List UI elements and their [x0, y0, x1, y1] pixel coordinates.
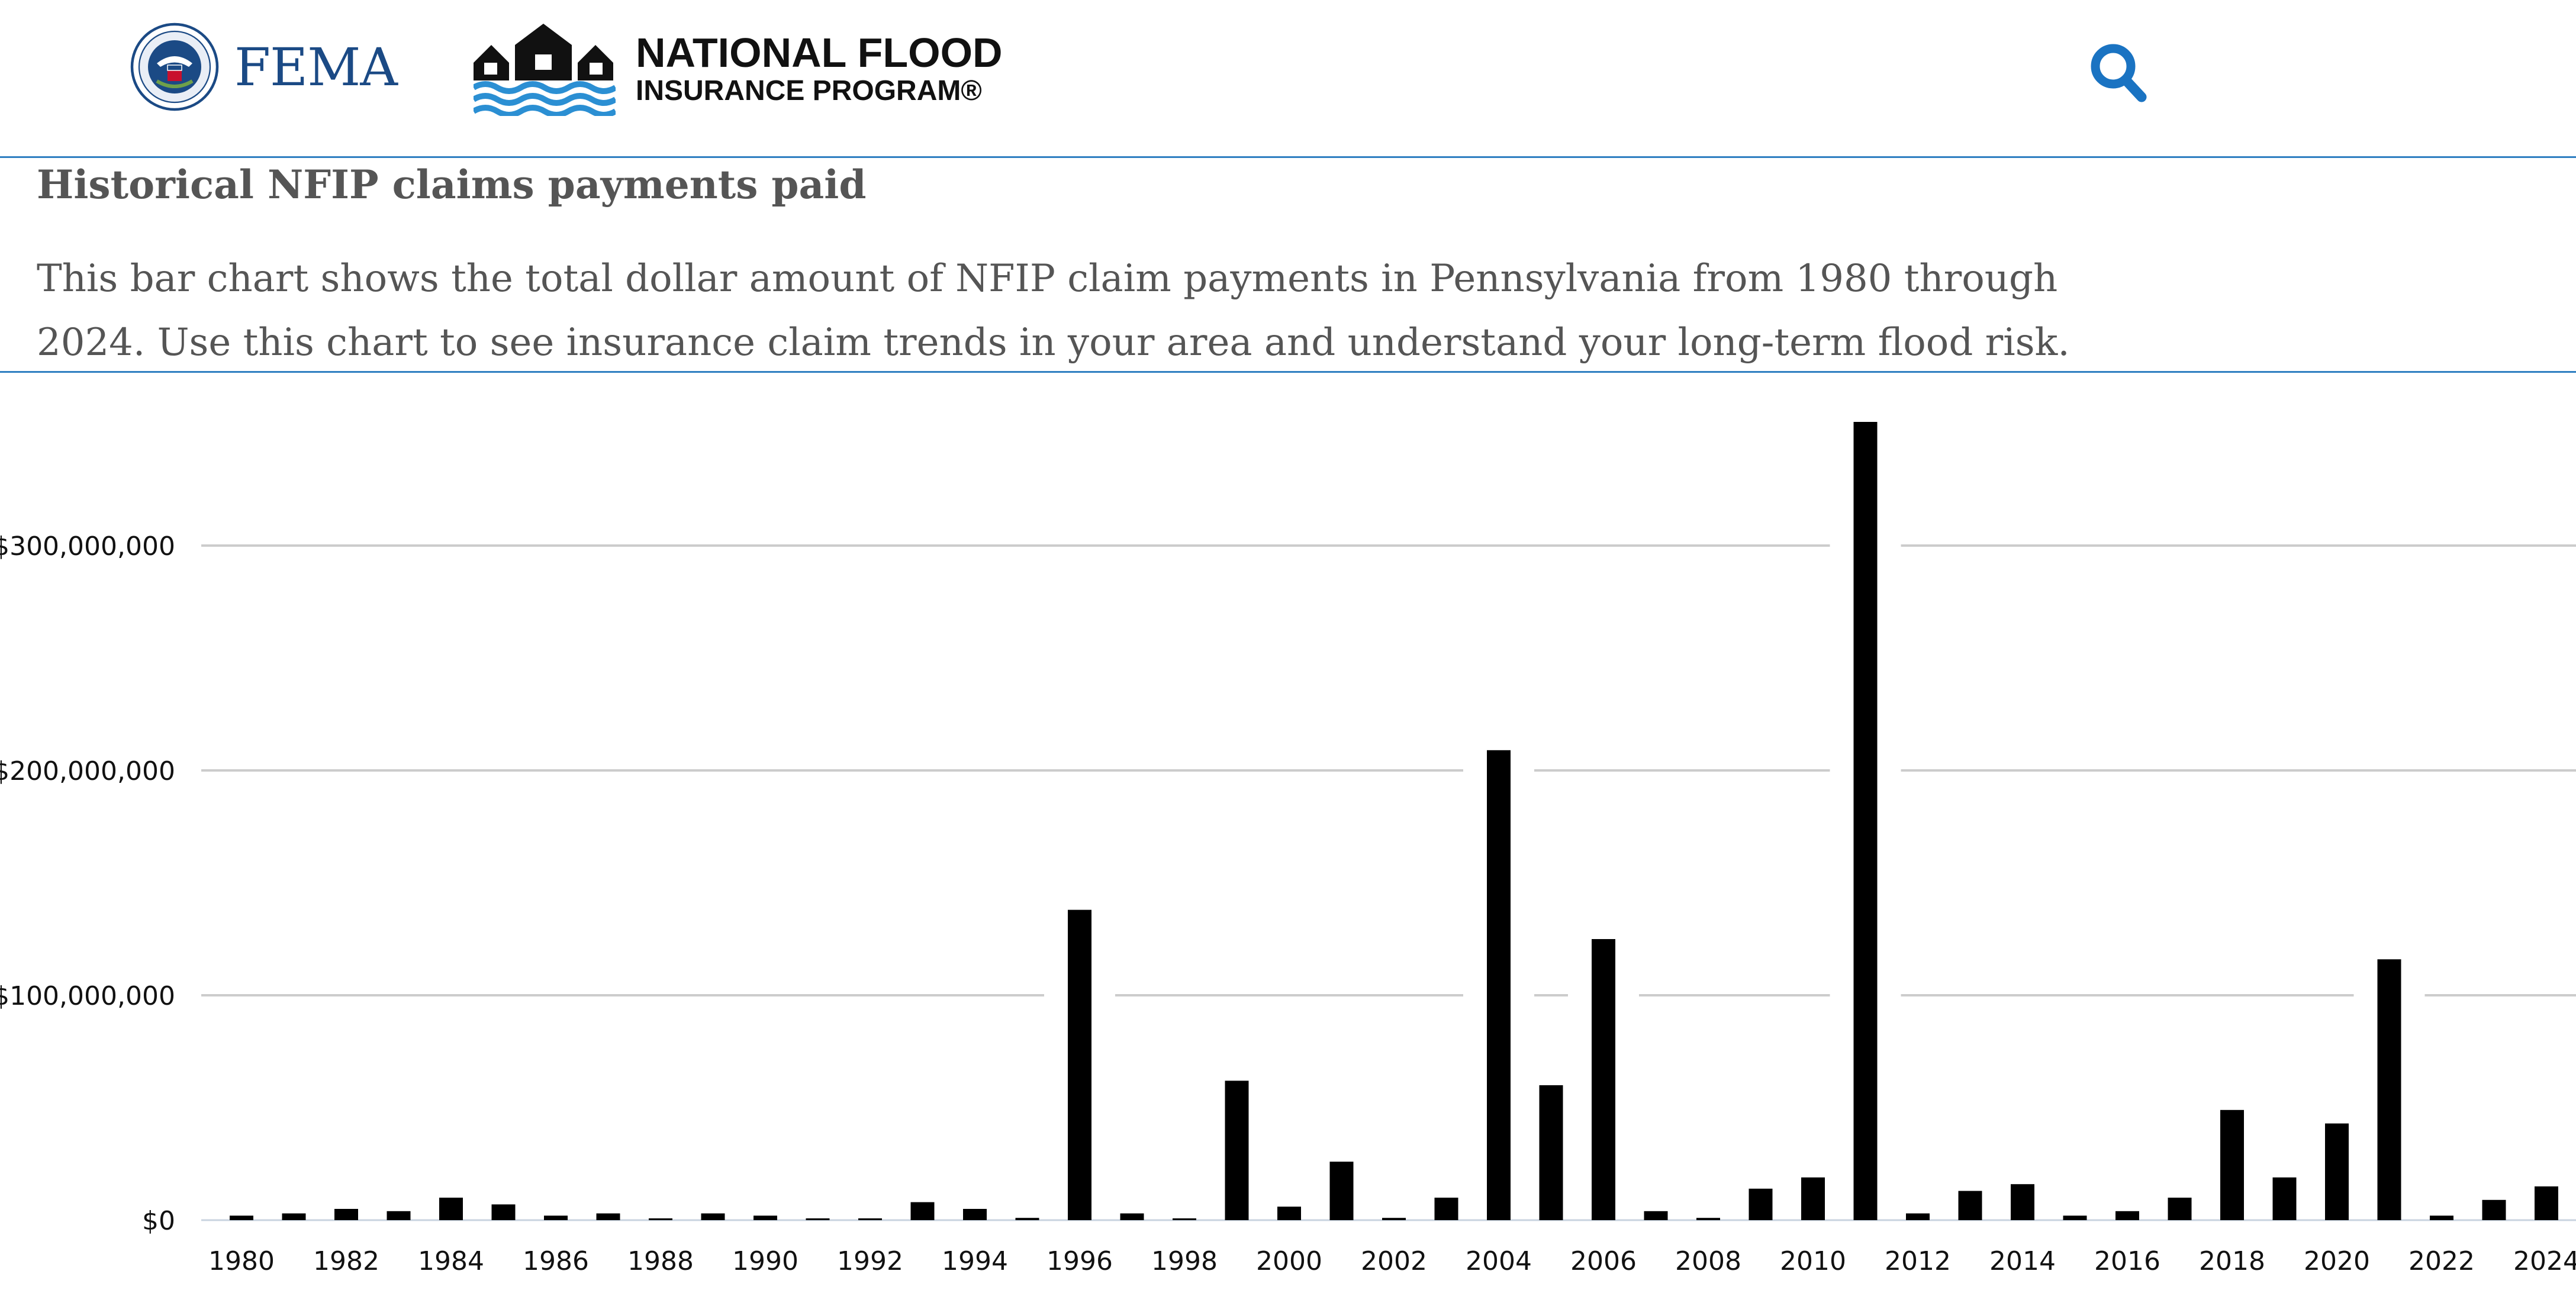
bar-1991[interactable] [806, 1218, 830, 1220]
x-tick-label: 2008 [1675, 1246, 1741, 1276]
search-icon [2091, 44, 2147, 102]
bar-2011[interactable] [1853, 422, 1878, 1220]
x-tick-label: 2012 [1885, 1246, 1951, 1276]
x-tick-label: 1992 [837, 1246, 903, 1276]
x-tick-label: 1996 [1046, 1246, 1113, 1276]
x-tick-label: 1982 [313, 1246, 379, 1276]
bar-2003[interactable] [1434, 1198, 1458, 1220]
x-tick-label: 1986 [523, 1246, 589, 1276]
chart-heading: Historical NFIP claims payments paid [37, 162, 867, 208]
x-tick-label: 2000 [1256, 1246, 1322, 1276]
bar-2002[interactable] [1382, 1218, 1406, 1220]
bar-2022[interactable] [2430, 1215, 2453, 1220]
site-header: FEMA NATIONAL FLOOD INSURANCE PROGRAM® [0, 0, 2576, 158]
claims-bar-chart: $0 $100,000,000 $200,000,000 $300,000,000 1… [0, 373, 2576, 1316]
x-tick-label: 2004 [1466, 1246, 1532, 1276]
bar-2008[interactable] [1696, 1218, 1720, 1220]
chart-intro: Historical NFIP claims payments paid Thi… [0, 158, 2576, 373]
x-tick-label: 2016 [2094, 1246, 2160, 1276]
x-tick-label: 2006 [1570, 1246, 1637, 1276]
bar-1990[interactable] [754, 1215, 777, 1220]
x-tick-label: 2002 [1361, 1246, 1427, 1276]
bar-1987[interactable] [596, 1213, 620, 1220]
bar-2015[interactable] [2063, 1215, 2087, 1220]
bar-1997[interactable] [1120, 1213, 1144, 1220]
bar-2009[interactable] [1749, 1188, 1773, 1220]
x-tick-label: 1984 [418, 1246, 484, 1276]
y-tick-label: $100,000,000 [0, 981, 175, 1011]
bar-2007[interactable] [1644, 1211, 1668, 1220]
x-tick-label: 2010 [1780, 1246, 1846, 1276]
bar-2012[interactable] [1906, 1213, 1930, 1220]
bar-1995[interactable] [1015, 1218, 1039, 1220]
bar-2017[interactable] [2168, 1198, 2192, 1220]
search-button[interactable] [2088, 41, 2147, 107]
bar-2020[interactable] [2325, 1123, 2349, 1220]
x-tick-label: 1998 [1151, 1246, 1218, 1276]
nfip-logo-line2: INSURANCE PROGRAM® [636, 75, 982, 107]
bar-1993[interactable] [910, 1202, 935, 1220]
bar-1999[interactable] [1225, 1080, 1249, 1220]
bar-2001[interactable] [1329, 1162, 1354, 1220]
bar-1984[interactable] [439, 1198, 463, 1220]
bars [206, 415, 2576, 1220]
x-tick-label: 2024 [2513, 1246, 2576, 1276]
x-axis-labels: 1980 1982 1984 1986 1988 1990 1992 1994 1996 1998… [208, 1246, 2576, 1276]
bar-1982[interactable] [334, 1209, 358, 1220]
y-axis-labels: $0 $100,000,000 $200,000,000 $300,000,000 [0, 531, 175, 1236]
bar-1989[interactable] [701, 1213, 725, 1220]
bar-2010[interactable] [1801, 1177, 1825, 1220]
bar-1983[interactable] [387, 1211, 411, 1220]
bar-2019[interactable] [2272, 1177, 2297, 1220]
bar-2006[interactable] [1592, 939, 1615, 1220]
bar-2000[interactable] [1277, 1207, 1301, 1220]
houses-waves-icon [474, 24, 616, 116]
x-tick-label: 2022 [2408, 1246, 2475, 1276]
bar-1988[interactable] [649, 1218, 672, 1220]
bar-1986[interactable] [544, 1215, 568, 1220]
bar-2013[interactable] [1958, 1191, 1982, 1220]
bar-1981[interactable] [282, 1213, 306, 1220]
claims-bar-chart-svg: $0 $100,000,000 $200,000,000 $300,000,000 1… [0, 415, 2576, 1276]
bar-2004[interactable] [1487, 750, 1511, 1220]
nfip-logo-line1: NATIONAL FLOOD [636, 30, 1003, 76]
chart-description: This bar chart shows the total dollar am… [37, 257, 2070, 365]
bar-2016[interactable] [2115, 1211, 2139, 1220]
x-tick-label: 2014 [1989, 1246, 2056, 1276]
bar-1992[interactable] [858, 1218, 882, 1220]
bar-2018[interactable] [2220, 1109, 2244, 1220]
bar-1996[interactable] [1068, 909, 1091, 1220]
bar-1998[interactable] [1173, 1218, 1196, 1220]
x-tick-label: 1988 [627, 1246, 694, 1276]
bar-1985[interactable] [491, 1204, 516, 1220]
y-tick-label: $200,000,000 [0, 756, 175, 786]
y-tick-label: $0 [142, 1206, 175, 1236]
bar-2005[interactable] [1539, 1085, 1563, 1220]
x-tick-label: 2018 [2199, 1246, 2265, 1276]
nfip-logo-text: NATIONAL FLOOD INSURANCE PROGRAM® [636, 32, 1003, 105]
y-tick-label: $300,000,000 [0, 531, 175, 562]
bar-2014[interactable] [2011, 1184, 2034, 1220]
bar-2024[interactable] [2535, 1186, 2558, 1220]
x-tick-label: 1990 [732, 1246, 798, 1276]
bar-2021[interactable] [2377, 959, 2401, 1220]
bar-1994[interactable] [963, 1209, 987, 1220]
nfip-logo[interactable]: NATIONAL FLOOD INSURANCE PROGRAM® [474, 21, 1003, 116]
dhs-seal-icon [130, 22, 219, 111]
x-tick-label: 1980 [208, 1246, 275, 1276]
fema-logo-text: FEMA [234, 36, 398, 98]
x-tick-label: 2020 [2304, 1246, 2370, 1276]
x-tick-label: 1994 [942, 1246, 1008, 1276]
fema-logo[interactable]: FEMA [130, 22, 398, 111]
bar-1980[interactable] [230, 1215, 253, 1220]
bar-2023[interactable] [2482, 1199, 2506, 1220]
